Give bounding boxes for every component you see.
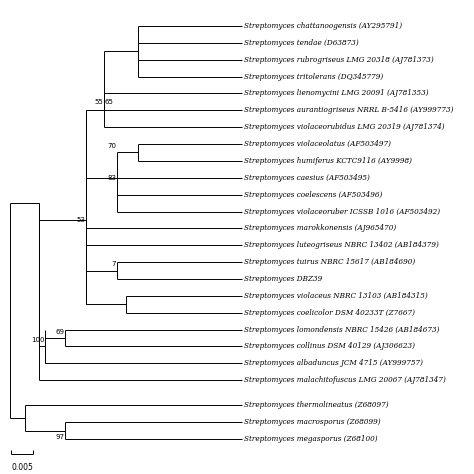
Text: Streptomyces caesius (AF503495): Streptomyces caesius (AF503495): [244, 174, 370, 182]
Text: Streptomyces coelescens (AF503496): Streptomyces coelescens (AF503496): [244, 191, 383, 199]
Text: 7: 7: [111, 261, 116, 267]
Text: Streptomyces macrosporus (Z68099): Streptomyces macrosporus (Z68099): [244, 419, 381, 426]
Text: 83: 83: [107, 175, 116, 181]
Text: Streptomyces tendae (D63873): Streptomyces tendae (D63873): [244, 39, 359, 47]
Text: Streptomyces marokkonensis (AJ965470): Streptomyces marokkonensis (AJ965470): [244, 224, 396, 232]
Text: 70: 70: [107, 143, 116, 149]
Text: Streptomyces megasporus (Z68100): Streptomyces megasporus (Z68100): [244, 435, 378, 443]
Text: 55: 55: [94, 99, 103, 105]
Text: Streptomyces lomondensis NBRC 15426 (AB184673): Streptomyces lomondensis NBRC 15426 (AB1…: [244, 326, 440, 334]
Text: 65: 65: [105, 99, 114, 105]
Text: Streptomyces collinus DSM 40129 (AJ306623): Streptomyces collinus DSM 40129 (AJ30662…: [244, 342, 415, 350]
Text: Streptomyces tritolerans (DQ345779): Streptomyces tritolerans (DQ345779): [244, 73, 383, 81]
Text: Streptomyces chattanoogensis (AY295791): Streptomyces chattanoogensis (AY295791): [244, 22, 402, 30]
Text: Streptomyces violaceolatus (AF503497): Streptomyces violaceolatus (AF503497): [244, 140, 391, 148]
Text: 69: 69: [55, 328, 64, 335]
Text: 97: 97: [55, 434, 64, 440]
Text: Streptomyces tuirus NBRC 15617 (AB184690): Streptomyces tuirus NBRC 15617 (AB184690…: [244, 258, 415, 266]
Text: 53: 53: [77, 217, 85, 223]
Text: Streptomyces lienomycini LMG 20091 (AJ781353): Streptomyces lienomycini LMG 20091 (AJ78…: [244, 90, 429, 98]
Text: 0.005: 0.005: [11, 463, 33, 472]
Text: Streptomyces humiferus KCTC9116 (AY9998): Streptomyces humiferus KCTC9116 (AY9998): [244, 157, 412, 165]
Text: Streptomyces DBZ39: Streptomyces DBZ39: [244, 275, 322, 283]
Text: Streptomyces rubrogriseus LMG 20318 (AJ781373): Streptomyces rubrogriseus LMG 20318 (AJ7…: [244, 56, 434, 64]
Text: Streptomyces violaceus NBRC 13103 (AB184315): Streptomyces violaceus NBRC 13103 (AB184…: [244, 292, 428, 300]
Text: Streptomyces thermolineatus (Z68097): Streptomyces thermolineatus (Z68097): [244, 401, 389, 410]
Text: Streptomyces luteogriseus NBRC 13402 (AB184379): Streptomyces luteogriseus NBRC 13402 (AB…: [244, 241, 439, 249]
Text: Streptomyces coelicolor DSM 40233T (Z7667): Streptomyces coelicolor DSM 40233T (Z766…: [244, 309, 415, 317]
Text: Streptomyces albaduncus JCM 4715 (AY999757): Streptomyces albaduncus JCM 4715 (AY9997…: [244, 359, 423, 367]
Text: Streptomyces violaceoruber ICSSB 1016 (AF503492): Streptomyces violaceoruber ICSSB 1016 (A…: [244, 208, 440, 216]
Text: Streptomyces violaceorubidus LMG 20319 (AJ781374): Streptomyces violaceorubidus LMG 20319 (…: [244, 123, 445, 131]
Text: Streptomyces aurantiogriseus NRRL B-5416 (AY999773): Streptomyces aurantiogriseus NRRL B-5416…: [244, 106, 454, 114]
Text: 100: 100: [31, 337, 45, 343]
Text: Streptomyces malachitofuscus LMG 20067 (AJ781347): Streptomyces malachitofuscus LMG 20067 (…: [244, 376, 446, 384]
